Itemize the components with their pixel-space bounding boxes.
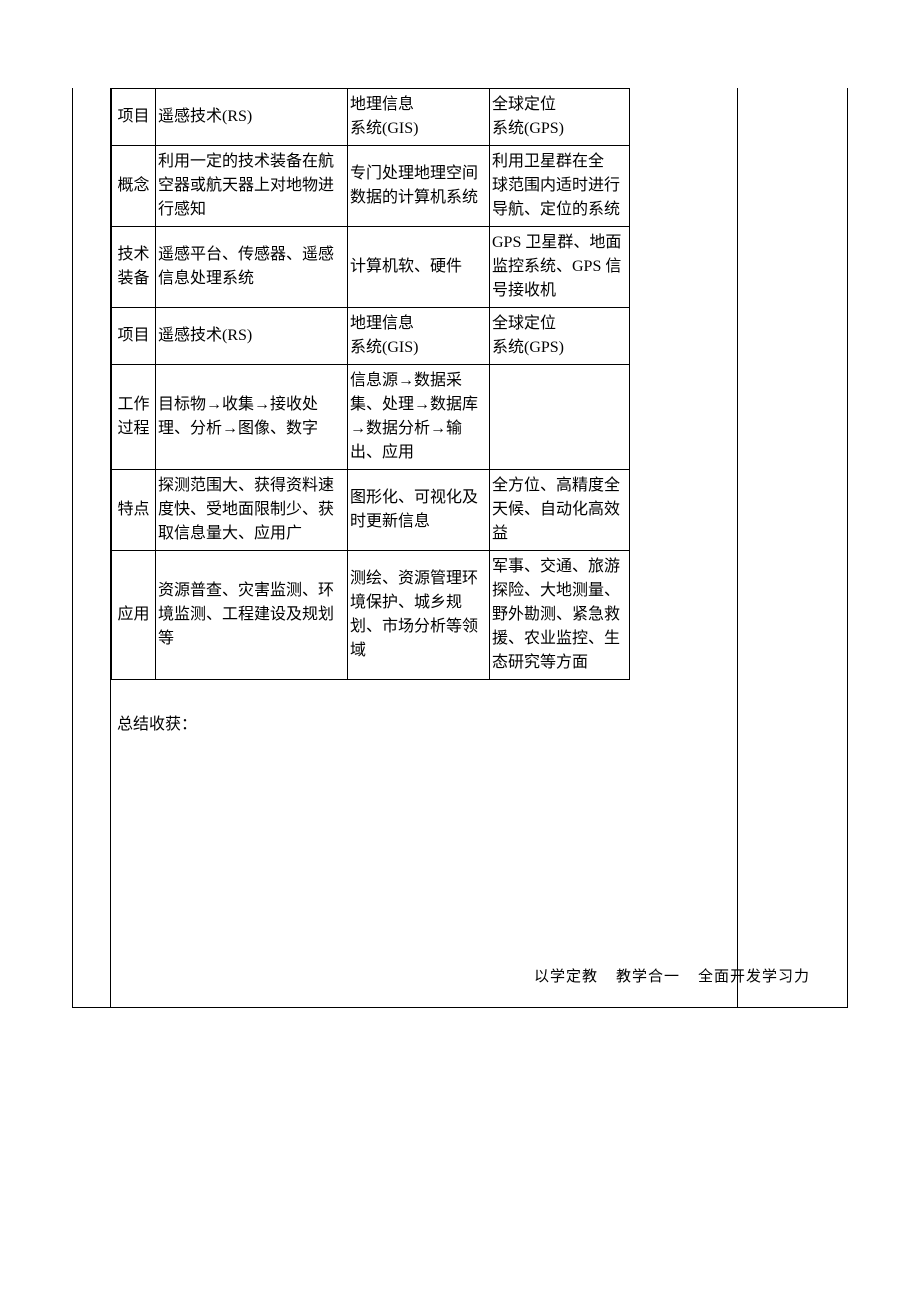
gps-cell: 全球定位 系统(GPS) (490, 308, 630, 365)
table-row: 概念利用一定的技术装备在航空器或航天器上对地物进行感知专门处理地理空间数据的计算… (112, 146, 630, 227)
table-row: 项目遥感技术(RS)地理信息 系统(GIS)全球定位 系统(GPS) (112, 89, 630, 146)
left-margin-column (73, 88, 111, 1007)
row-label-cell: 应用 (112, 551, 156, 680)
gis-cell: 地理信息 系统(GIS) (348, 308, 490, 365)
gps-cell (490, 365, 630, 470)
comparison-table: 项目遥感技术(RS)地理信息 系统(GIS)全球定位 系统(GPS)概念利用一定… (111, 88, 630, 680)
rs-cell: 资源普查、灾害监测、环境监测、工程建设及规划等 (156, 551, 348, 680)
gps-cell: 全方位、高精度全天候、自动化高效益 (490, 470, 630, 551)
row-label-cell: 项目 (112, 308, 156, 365)
table-row: 技术装备遥感平台、传感器、遥感信息处理系统计算机软、硬件GPS 卫星群、地面监控… (112, 227, 630, 308)
document-page: 项目遥感技术(RS)地理信息 系统(GIS)全球定位 系统(GPS)概念利用一定… (0, 0, 920, 1048)
gps-cell: 全球定位 系统(GPS) (490, 89, 630, 146)
table-row: 特点探测范围大、获得资料速度快、受地面限制少、获取信息量大、应用广图形化、可视化… (112, 470, 630, 551)
row-label-cell: 项目 (112, 89, 156, 146)
rs-cell: 目标物→收集→接收处理、分析→图像、数字 (156, 365, 348, 470)
summary-label: 总结收获： (117, 716, 197, 733)
outer-frame: 项目遥感技术(RS)地理信息 系统(GIS)全球定位 系统(GPS)概念利用一定… (72, 88, 848, 1008)
gis-cell: 测绘、资源管理环境保护、城乡规划、市场分析等领域 (348, 551, 490, 680)
summary-section: 总结收获： (111, 680, 737, 874)
table-row: 工作过程目标物→收集→接收处理、分析→图像、数字信息源→数据采 集、处理→数据库… (112, 365, 630, 470)
rs-cell: 探测范围大、获得资料速度快、受地面限制少、获取信息量大、应用广 (156, 470, 348, 551)
footer-text-3: 全面开发学习力 (698, 969, 810, 985)
footer-text-1: 以学定教 (534, 969, 598, 985)
gis-cell: 计算机软、硬件 (348, 227, 490, 308)
table-row: 应用资源普查、灾害监测、环境监测、工程建设及规划等测绘、资源管理环境保护、城乡规… (112, 551, 630, 680)
right-margin-column (737, 88, 847, 1007)
rs-cell: 遥感技术(RS) (156, 89, 348, 146)
rs-cell: 遥感平台、传感器、遥感信息处理系统 (156, 227, 348, 308)
gps-cell: GPS 卫星群、地面监控系统、GPS 信号接收机 (490, 227, 630, 308)
gis-cell: 信息源→数据采 集、处理→数据库→数据分析→输出、应用 (348, 365, 490, 470)
rs-cell: 利用一定的技术装备在航空器或航天器上对地物进行感知 (156, 146, 348, 227)
gis-cell: 地理信息 系统(GIS) (348, 89, 490, 146)
footer-text-2: 教学合一 (616, 969, 680, 985)
gis-cell: 专门处理地理空间数据的计算机系统 (348, 146, 490, 227)
gis-cell: 图形化、可视化及时更新信息 (348, 470, 490, 551)
row-label-cell: 概念 (112, 146, 156, 227)
row-label-cell: 特点 (112, 470, 156, 551)
row-label-cell: 技术装备 (112, 227, 156, 308)
gps-cell: 军事、交通、旅游探险、大地测量、野外勘测、紧急救援、农业监控、生态研究等方面 (490, 551, 630, 680)
table-row: 项目遥感技术(RS)地理信息 系统(GIS)全球定位 系统(GPS) (112, 308, 630, 365)
row-label-cell: 工作过程 (112, 365, 156, 470)
gps-cell: 利用卫星群在全 球范围内适时进行导航、定位的系统 (490, 146, 630, 227)
content-column: 项目遥感技术(RS)地理信息 系统(GIS)全球定位 系统(GPS)概念利用一定… (111, 88, 737, 1007)
rs-cell: 遥感技术(RS) (156, 308, 348, 365)
page-footer: 以学定教 教学合一 全面开发学习力 (534, 965, 810, 986)
